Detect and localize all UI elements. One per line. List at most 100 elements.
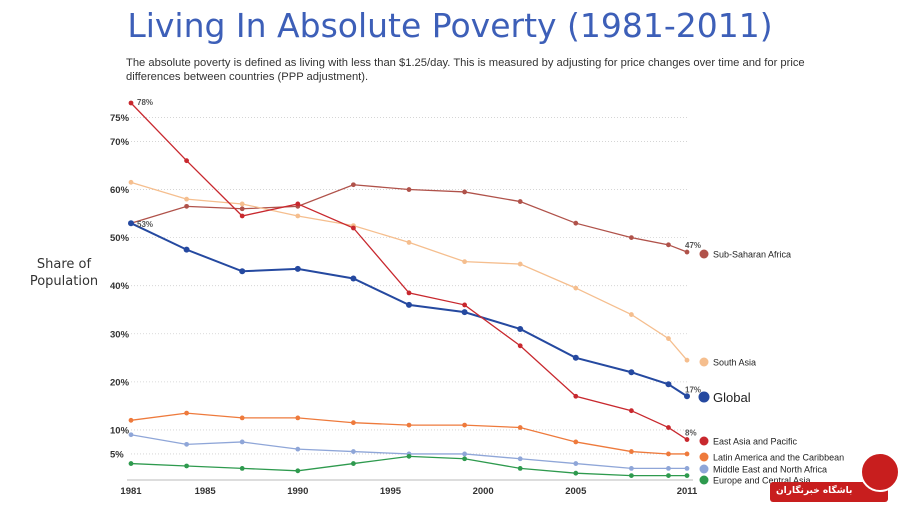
data-point bbox=[128, 100, 134, 106]
data-point bbox=[517, 456, 523, 462]
data-point bbox=[462, 456, 467, 462]
legend-label: Latin America and the Caribbean bbox=[713, 453, 844, 463]
data-point bbox=[517, 425, 523, 430]
y-tick-label: 10% bbox=[110, 425, 130, 436]
data-point bbox=[684, 473, 690, 478]
data-point bbox=[239, 268, 246, 275]
data-point bbox=[184, 410, 190, 416]
data-point bbox=[517, 199, 523, 204]
legend-marker bbox=[699, 249, 709, 259]
data-point bbox=[629, 235, 634, 241]
data-point bbox=[406, 453, 412, 459]
data-point bbox=[629, 473, 634, 478]
legend-label: Global bbox=[713, 390, 751, 405]
legend-marker bbox=[699, 436, 709, 446]
data-point bbox=[684, 393, 690, 400]
data-point bbox=[573, 439, 579, 445]
data-point bbox=[517, 325, 524, 332]
data-point bbox=[183, 246, 190, 253]
data-point bbox=[629, 312, 634, 317]
legend-label: East Asia and Pacific bbox=[713, 437, 798, 447]
data-point bbox=[573, 220, 579, 226]
data-point bbox=[350, 275, 357, 282]
data-point bbox=[351, 182, 356, 188]
data-point bbox=[666, 242, 671, 248]
data-point bbox=[128, 461, 134, 466]
data-point bbox=[239, 206, 245, 212]
data-point bbox=[666, 425, 671, 430]
data-point bbox=[184, 203, 190, 209]
data-point bbox=[351, 461, 356, 466]
data-point bbox=[684, 357, 690, 363]
data-point bbox=[239, 213, 245, 219]
data-point bbox=[295, 415, 301, 421]
legend-marker bbox=[699, 475, 709, 485]
data-point bbox=[462, 302, 467, 308]
data-point bbox=[128, 432, 134, 438]
data-point bbox=[295, 201, 301, 207]
data-point bbox=[295, 446, 301, 452]
legend-marker bbox=[699, 464, 709, 474]
y-axis-label: Share of Population bbox=[29, 257, 99, 289]
series-line bbox=[130, 222, 688, 398]
data-point bbox=[666, 473, 671, 478]
series-line bbox=[130, 181, 688, 361]
data-point bbox=[406, 240, 412, 245]
data-point bbox=[184, 158, 190, 164]
data-point bbox=[462, 451, 467, 457]
chart-title: Living In Absolute Poverty (1981-2011) bbox=[127, 6, 773, 45]
data-point bbox=[239, 201, 245, 207]
data-point bbox=[684, 249, 690, 255]
data-label: 8% bbox=[685, 429, 697, 438]
data-point bbox=[684, 451, 690, 457]
data-point bbox=[629, 408, 634, 414]
x-tick-label: 2011 bbox=[677, 486, 698, 497]
y-tick-label: 70% bbox=[110, 137, 130, 148]
data-point bbox=[239, 439, 245, 445]
data-point bbox=[184, 441, 190, 447]
data-point bbox=[184, 463, 190, 469]
data-point bbox=[461, 309, 468, 316]
data-label: 78% bbox=[137, 98, 153, 107]
data-point bbox=[665, 381, 672, 388]
y-tick-label: 50% bbox=[110, 233, 130, 244]
legend-marker bbox=[698, 391, 710, 403]
x-tick-label: 1981 bbox=[120, 486, 142, 497]
legend-marker bbox=[699, 357, 709, 367]
data-point bbox=[462, 422, 467, 428]
legend-marker bbox=[699, 452, 709, 462]
x-tick-label: 1990 bbox=[287, 486, 308, 497]
data-point bbox=[517, 343, 523, 349]
data-point bbox=[184, 196, 190, 202]
data-point bbox=[239, 415, 245, 421]
x-tick-label: 2005 bbox=[565, 486, 587, 497]
watermark-logo: باشگاه خبرنگاران bbox=[770, 452, 900, 507]
data-point bbox=[629, 465, 634, 471]
data-point bbox=[128, 417, 134, 423]
data-point bbox=[573, 470, 579, 476]
watermark-bar bbox=[770, 482, 888, 502]
series-line bbox=[130, 455, 687, 477]
y-tick-label: 30% bbox=[110, 329, 130, 340]
data-point bbox=[239, 465, 245, 471]
chart-subtitle: The absolute poverty is defined as livin… bbox=[126, 57, 805, 83]
data-point bbox=[295, 213, 301, 219]
data-label: 53% bbox=[137, 220, 153, 229]
data-point bbox=[517, 465, 523, 471]
data-point bbox=[573, 393, 579, 399]
data-point bbox=[462, 189, 467, 195]
data-point bbox=[572, 354, 579, 361]
x-tick-label: 1995 bbox=[380, 486, 402, 497]
y-tick-label: 75% bbox=[110, 113, 130, 124]
data-point bbox=[295, 468, 301, 474]
y-tick-label: 5% bbox=[110, 449, 124, 460]
data-point bbox=[351, 449, 356, 454]
watermark-text: باشگاه خبرنگاران bbox=[776, 486, 853, 496]
data-point bbox=[517, 261, 523, 267]
data-point bbox=[666, 451, 671, 457]
legend-label: South Asia bbox=[713, 358, 756, 368]
data-point bbox=[462, 259, 467, 265]
series-line bbox=[130, 412, 687, 455]
series-line bbox=[130, 434, 687, 470]
data-point bbox=[628, 369, 635, 376]
